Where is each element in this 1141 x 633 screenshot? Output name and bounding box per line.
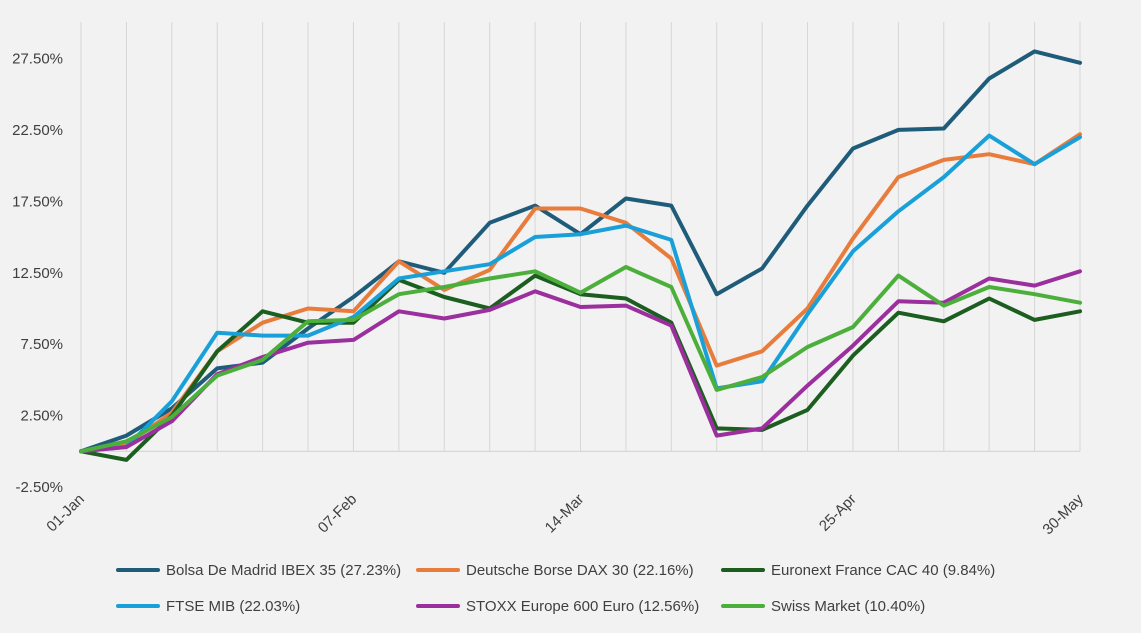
y-tick-label: 7.50% <box>20 336 63 353</box>
legend-label: Deutsche Borse DAX 30 (22.16%) <box>466 561 694 579</box>
legend-swatch <box>721 568 765 572</box>
legend-label: Bolsa De Madrid IBEX 35 (27.23%) <box>166 561 402 579</box>
legend-item: Deutsche Borse DAX 30 (22.16%) <box>416 556 721 584</box>
legend-swatch <box>116 604 160 608</box>
legend-item: FTSE MIB (22.03%) <box>116 592 416 620</box>
x-tick-label: 01-Jan <box>43 491 87 535</box>
legend-swatch <box>416 604 460 608</box>
x-tick-label: 07-Feb <box>315 491 361 537</box>
legend-item: Euronext France CAC 40 (9.84%) <box>721 556 1026 584</box>
grid-lines <box>80 22 1081 452</box>
x-axis: 01-Jan 07-Feb 14-Mar 25-Apr 30-May <box>43 490 1087 538</box>
legend-label: Euronext France CAC 40 (9.84%) <box>771 561 996 579</box>
legend-label: Swiss Market (10.40%) <box>771 597 926 615</box>
x-tick-label: 14-Mar <box>542 491 588 537</box>
legend-item: STOXX Europe 600 Euro (12.56%) <box>416 592 721 620</box>
y-tick-label: 27.50% <box>12 51 63 68</box>
y-tick-label: 22.50% <box>12 122 63 139</box>
legend-swatch <box>116 568 160 572</box>
legend-label: FTSE MIB (22.03%) <box>166 597 301 615</box>
x-tick-label: 25-Apr <box>816 491 860 535</box>
legend: Bolsa De Madrid IBEX 35 (27.23%) Deutsche… <box>116 556 1056 620</box>
legend-label: STOXX Europe 600 Euro (12.56%) <box>466 597 700 615</box>
series-line <box>79 133 1082 454</box>
y-tick-label: -2.50% <box>15 479 63 496</box>
series-lines <box>79 49 1082 462</box>
x-tick-label: 30-May <box>1039 490 1087 538</box>
series-line <box>79 265 1082 454</box>
legend-swatch <box>721 604 765 608</box>
y-tick-label: 12.50% <box>12 265 63 282</box>
y-axis: -2.50% 2.50% 7.50% 12.50% 17.50% 22.50% 27.50% <box>12 51 63 497</box>
legend-swatch <box>416 568 460 572</box>
y-tick-label: 17.50% <box>12 193 63 210</box>
series-line <box>79 132 1082 454</box>
y-tick-label: 2.50% <box>20 408 63 425</box>
legend-item: Bolsa De Madrid IBEX 35 (27.23%) <box>116 556 416 584</box>
legend-item: Swiss Market (10.40%) <box>721 592 1026 620</box>
series-line <box>79 269 1082 454</box>
